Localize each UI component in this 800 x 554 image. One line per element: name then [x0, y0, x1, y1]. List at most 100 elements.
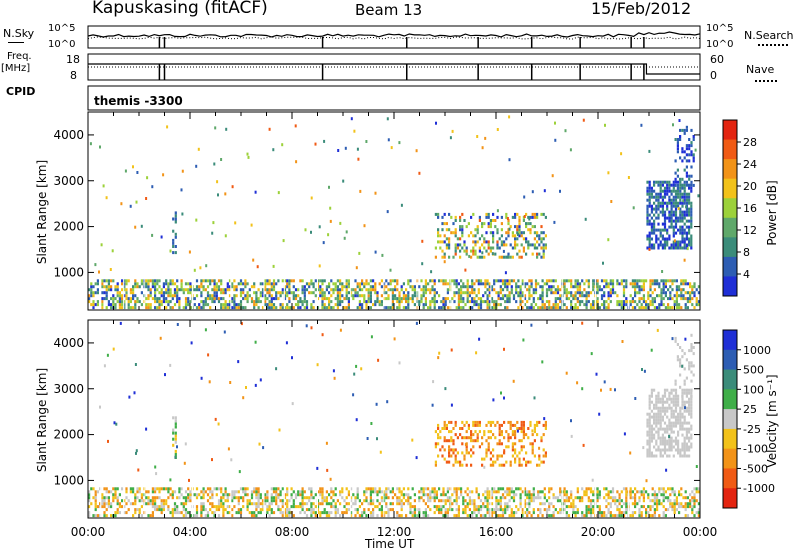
- x-tick-label: 16:00: [479, 525, 514, 539]
- heatmap-cell: [231, 185, 234, 189]
- heatmap-cell: [264, 502, 267, 506]
- heatmap-cell: [345, 496, 348, 500]
- heatmap-cell: [112, 300, 115, 304]
- heatmap-cell: [286, 279, 289, 283]
- heatmap-cell: [556, 297, 560, 301]
- heatmap-cell: [666, 216, 669, 220]
- heatmap-cell: [541, 502, 544, 506]
- heatmap-cell: [438, 505, 441, 509]
- heatmap-cell: [402, 496, 405, 500]
- heatmap-cell: [650, 231, 653, 235]
- heatmap-cell: [603, 306, 606, 310]
- heatmap-cell: [514, 234, 517, 238]
- heatmap-cell: [576, 511, 579, 515]
- heatmap-cell: [690, 388, 693, 392]
- heatmap-cell: [151, 297, 154, 301]
- heatmap-cell: [651, 282, 654, 286]
- heatmap-cell: [675, 306, 678, 310]
- heatmap-cell: [345, 291, 348, 295]
- heatmap-cell: [386, 400, 389, 404]
- heatmap-cell: [301, 291, 304, 295]
- heatmap-cell: [330, 490, 333, 494]
- heatmap-cell: [310, 306, 313, 310]
- heatmap-cell: [396, 496, 399, 500]
- heatmap-cell: [424, 282, 427, 286]
- heatmap-cell: [446, 496, 449, 500]
- heatmap-cell: [250, 511, 254, 515]
- heatmap-cell: [543, 496, 546, 500]
- heatmap-cell: [551, 174, 554, 178]
- heatmap-cell: [125, 291, 128, 295]
- heatmap-cell: [681, 388, 684, 392]
- heatmap-cell: [679, 427, 682, 431]
- heatmap-cell: [653, 288, 656, 292]
- heatmap-cell: [680, 282, 683, 286]
- heatmap-cell: [661, 439, 664, 443]
- heatmap-cell: [660, 297, 663, 301]
- heatmap-cell: [460, 306, 463, 310]
- heatmap-cell: [548, 306, 551, 310]
- heatmap-cell: [693, 282, 696, 286]
- heatmap-cell: [215, 493, 218, 497]
- heatmap-cell: [444, 502, 447, 506]
- heatmap-cell: [646, 237, 649, 241]
- heatmap-cell: [683, 210, 686, 214]
- heatmap-cell: [396, 499, 399, 503]
- heatmap-cell: [99, 487, 102, 491]
- heatmap-cell: [261, 291, 265, 295]
- heatmap-cell: [299, 306, 302, 310]
- heatmap-cell: [646, 246, 649, 250]
- heatmap-cell: [444, 279, 447, 283]
- heatmap-cell: [679, 207, 682, 211]
- heatmap-cell: [217, 502, 221, 506]
- heatmap-cell: [670, 183, 673, 187]
- heatmap-cell: [171, 511, 174, 515]
- heatmap-cell: [672, 430, 675, 434]
- heatmap-cell: [528, 297, 531, 301]
- heatmap-cell: [625, 508, 628, 512]
- heatmap-cell: [653, 454, 656, 458]
- heatmap-cell: [466, 487, 469, 491]
- heatmap-cell: [160, 291, 163, 295]
- heatmap-cell: [217, 300, 221, 304]
- heatmap-cell: [281, 291, 284, 295]
- heatmap-cell: [154, 499, 157, 503]
- heatmap-cell: [464, 490, 467, 494]
- heatmap-cell: [455, 502, 458, 506]
- heatmap-cell: [603, 285, 606, 289]
- heatmap-cell: [435, 490, 438, 494]
- heatmap-cell: [239, 300, 243, 304]
- heatmap-cell: [544, 246, 547, 250]
- heatmap-cell: [424, 511, 427, 515]
- heatmap-cell: [459, 460, 462, 464]
- heatmap-cell: [572, 285, 575, 289]
- heatmap-cell: [497, 508, 500, 512]
- heatmap-cell: [507, 222, 510, 226]
- heatmap-cell: [405, 300, 408, 304]
- heatmap-cell: [552, 279, 555, 283]
- heatmap-cell: [511, 246, 514, 250]
- heatmap-cell: [631, 514, 634, 518]
- heatmap-cell: [264, 282, 267, 286]
- heatmap-cell: [290, 487, 293, 491]
- heatmap-cell: [676, 138, 679, 141]
- heatmap-cell: [598, 306, 601, 310]
- heatmap-cell: [548, 505, 551, 509]
- heatmap-cell: [190, 341, 193, 345]
- heatmap-cell: [450, 215, 453, 219]
- heatmap-cell: [446, 306, 449, 310]
- heatmap-cell: [457, 487, 460, 491]
- heatmap-cell: [424, 303, 427, 307]
- heatmap-cell: [347, 285, 350, 289]
- nave-legend-line: [755, 80, 777, 82]
- heatmap-cell: [288, 285, 291, 289]
- heatmap-cell: [261, 282, 265, 286]
- heatmap-cell: [638, 496, 641, 500]
- heatmap-cell: [465, 249, 468, 253]
- heatmap-cell: [242, 396, 245, 400]
- heatmap-cell: [674, 382, 677, 386]
- colorbar-segment: [723, 468, 737, 489]
- heatmap-cell: [618, 511, 621, 515]
- heatmap-cell: [659, 397, 662, 401]
- heatmap-cell: [672, 198, 675, 202]
